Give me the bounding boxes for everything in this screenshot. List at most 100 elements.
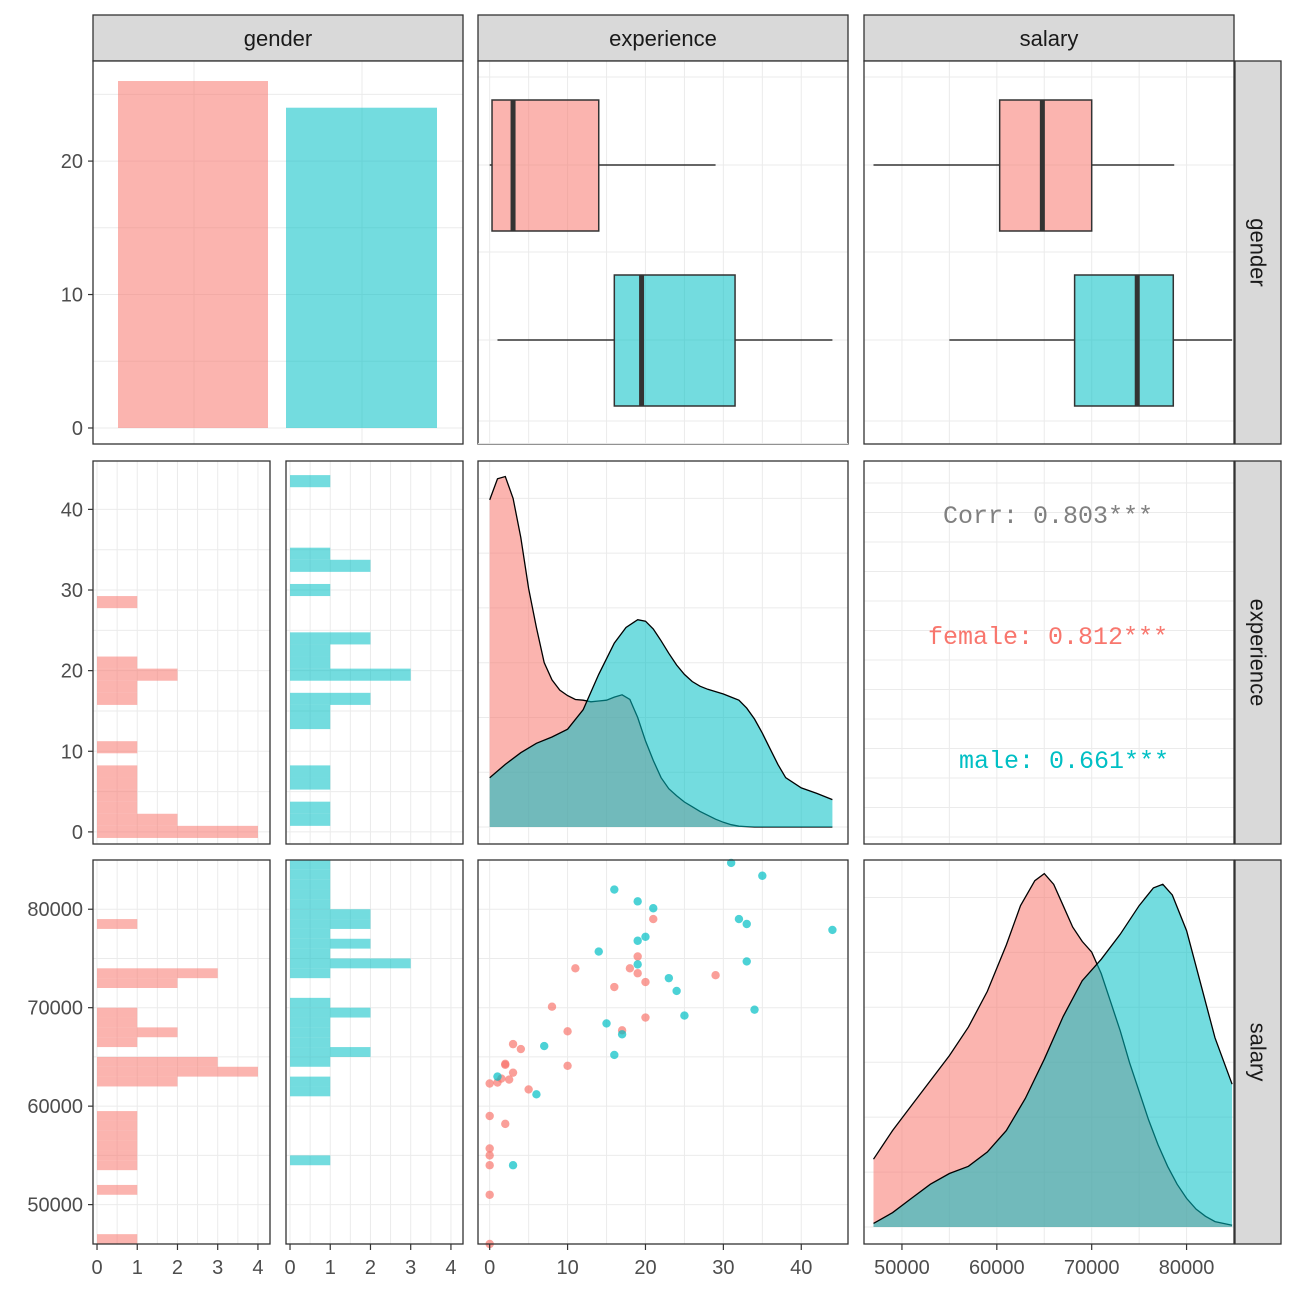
experience-hist-panel-male-border bbox=[285, 460, 464, 845]
hist-bar-female bbox=[97, 1184, 138, 1195]
scatter-point-female bbox=[633, 952, 642, 961]
right-strip-experience bbox=[1234, 460, 1282, 845]
hist-bar-female bbox=[97, 1056, 218, 1067]
scatter-point-female bbox=[485, 1151, 494, 1160]
hist-bar-male bbox=[290, 1086, 331, 1097]
hist-bar-female bbox=[97, 813, 178, 826]
hist-bar-female bbox=[97, 789, 138, 802]
hist-bar-female bbox=[97, 1234, 138, 1244]
x-tick-label-count-female: 2 bbox=[172, 1257, 183, 1279]
scatter-point-male bbox=[664, 973, 674, 983]
scatter-point-female bbox=[711, 971, 720, 980]
right-strip-label-gender: gender bbox=[1246, 218, 1271, 287]
scatter-point-female bbox=[508, 1039, 518, 1049]
hist-bar-male bbox=[290, 919, 371, 929]
scatter-minor-grid bbox=[478, 860, 848, 1244]
y-tick-label-gender: 10 bbox=[61, 285, 83, 307]
x-tick-label-count-female: 0 bbox=[91, 1257, 102, 1279]
hist-bar-male bbox=[290, 475, 331, 488]
hist-bar-female bbox=[97, 968, 218, 979]
top-strip-label-gender: gender bbox=[244, 26, 313, 51]
hist-bar-female bbox=[97, 1007, 138, 1018]
box-female bbox=[998, 99, 1093, 232]
hist-bar-female bbox=[97, 1037, 138, 1048]
scatter-point-female bbox=[485, 1144, 494, 1153]
hist-bar-male bbox=[290, 899, 331, 910]
hist-bar-male bbox=[290, 692, 371, 705]
corr-minor-grid bbox=[948, 461, 1140, 844]
hist-bar-male bbox=[290, 997, 331, 1008]
right-strip-label-salary: salary bbox=[1246, 1023, 1271, 1082]
hist-bar-male bbox=[290, 644, 331, 657]
density-line-male bbox=[873, 883, 1233, 1224]
scatter-point-male bbox=[649, 904, 658, 913]
hist-bar-male bbox=[290, 656, 331, 669]
scatter-point-male bbox=[742, 919, 751, 929]
right-strip-gender bbox=[1234, 60, 1282, 445]
corr-major-grid bbox=[901, 461, 1188, 844]
x-tick-label-salary: 80000 bbox=[1159, 1257, 1215, 1279]
top-strip-label-experience: experience bbox=[609, 26, 717, 51]
y-tick-label-experience: 0 bbox=[72, 822, 83, 844]
hist-bar-male bbox=[290, 1076, 331, 1087]
scatter-point-female bbox=[641, 1013, 650, 1022]
correlation-male: male: 0.661*** bbox=[959, 747, 1169, 776]
scatter-panel-border bbox=[477, 859, 849, 1245]
scatter-point-female bbox=[485, 1079, 494, 1088]
scatter-point-female bbox=[625, 964, 635, 973]
correlation-panel-bg bbox=[864, 461, 1234, 844]
hist-bar-male bbox=[290, 717, 331, 730]
x-tick-label-count-male: 0 bbox=[284, 1257, 295, 1279]
corr-hgrid-grid bbox=[864, 482, 1234, 838]
x-tick-label-count-female: 1 bbox=[132, 1257, 143, 1279]
scatter-point-male bbox=[828, 925, 837, 935]
scatter-point-male bbox=[532, 1090, 541, 1099]
hist-bar-male bbox=[290, 1155, 331, 1166]
hist-bar-male bbox=[290, 813, 331, 826]
hist-bar-male bbox=[290, 869, 331, 880]
hist-bar-male bbox=[290, 958, 411, 969]
scatter-point-female bbox=[516, 1044, 526, 1054]
hist-bar-male bbox=[290, 547, 331, 560]
y-tick-label-gender: 20 bbox=[61, 151, 83, 173]
x-tick-label-experience: 20 bbox=[634, 1257, 656, 1279]
hist-bar-female bbox=[97, 978, 178, 988]
scatter-point-male bbox=[610, 885, 619, 894]
hist-bar-male bbox=[290, 704, 331, 718]
bar-male bbox=[286, 107, 437, 428]
hist-bar-female bbox=[97, 741, 138, 754]
hist-bar-female bbox=[97, 1066, 258, 1077]
hist-bar-male bbox=[290, 928, 331, 939]
hist-bar-female bbox=[97, 596, 138, 609]
scatter-point-male bbox=[602, 1019, 611, 1028]
scatter-point-male bbox=[680, 1011, 689, 1020]
hist-bar-male bbox=[290, 801, 331, 814]
y-tick-label-experience: 30 bbox=[61, 580, 83, 602]
salary-boxplot-panel-border bbox=[863, 60, 1235, 445]
box-female bbox=[491, 99, 600, 232]
gender-bar-panel-border bbox=[92, 60, 464, 445]
hist-bar-male bbox=[290, 777, 331, 790]
hist-bar-female bbox=[97, 1150, 138, 1161]
scatter-point-female bbox=[547, 1002, 557, 1011]
hist-bar-female bbox=[97, 825, 258, 838]
scatter-point-female bbox=[485, 1111, 494, 1121]
scatter-point-female bbox=[633, 969, 642, 978]
hist-bar-female bbox=[97, 1130, 138, 1141]
hist-bar-female bbox=[97, 1111, 138, 1121]
scatter-point-male bbox=[617, 1030, 627, 1039]
scatter-point-female bbox=[524, 1085, 533, 1094]
hist-bar-male bbox=[290, 668, 411, 681]
hist-bar-female bbox=[97, 801, 138, 814]
salary-density-panel-border bbox=[863, 859, 1235, 1245]
x-tick-label-count-male: 4 bbox=[445, 1257, 456, 1279]
salary-hist-panel-female-border bbox=[92, 859, 271, 1245]
scatter-point-male bbox=[758, 871, 767, 880]
scatter-point-female bbox=[641, 977, 650, 987]
x-tick-label-experience: 30 bbox=[712, 1257, 734, 1279]
y-tick-label-salary: 60000 bbox=[27, 1096, 83, 1118]
box-male bbox=[1073, 274, 1175, 407]
top-strip-label-salary: salary bbox=[1020, 26, 1079, 51]
scatter-point-male bbox=[750, 1005, 759, 1014]
hist-bar-male bbox=[290, 1017, 331, 1028]
